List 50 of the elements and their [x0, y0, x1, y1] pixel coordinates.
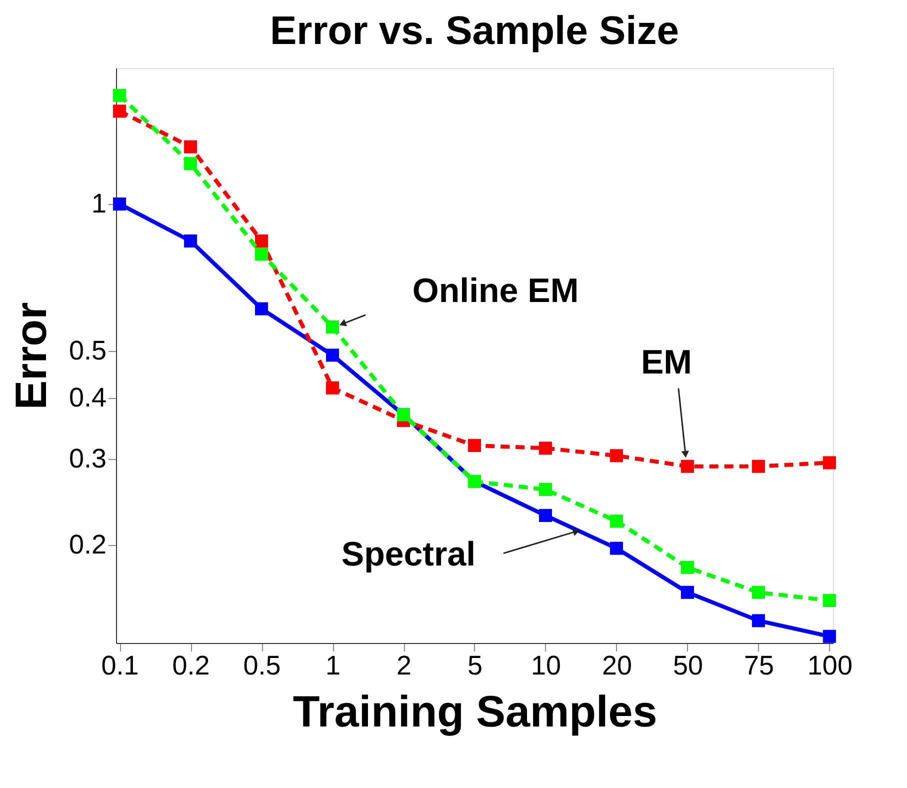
x-tick-label: 0.1 — [101, 650, 139, 680]
y-tick-label: 0.5 — [68, 335, 106, 366]
point — [113, 88, 126, 102]
text: EM — [640, 343, 692, 382]
point — [184, 157, 198, 170]
x-tick-label: 2 — [396, 650, 412, 680]
point — [752, 614, 765, 628]
point — [538, 442, 552, 455]
y-tick-label: 0.4 — [68, 382, 106, 413]
x-tick-label: 20 — [602, 650, 632, 680]
point — [538, 508, 552, 522]
text: Online EM — [412, 272, 579, 310]
x-tick-label: 10 — [530, 650, 562, 680]
series-label: Spectral — [341, 535, 476, 574]
x-axis-title: Training Samples — [292, 688, 658, 736]
chart-title: Error vs. Sample Size — [270, 9, 680, 53]
point — [184, 140, 198, 154]
point — [255, 247, 268, 260]
x-tick-label: 5 — [467, 650, 483, 680]
point — [680, 560, 694, 574]
point — [822, 456, 836, 470]
y-tick-label: 0.3 — [68, 444, 106, 474]
x-tick-label: 50 — [672, 650, 703, 680]
x-tick-label: 0.5 — [243, 650, 281, 680]
point — [822, 630, 836, 643]
point — [326, 381, 340, 394]
point — [680, 460, 694, 473]
point — [113, 104, 126, 118]
y-tick-label: 1 — [91, 188, 106, 219]
point — [610, 542, 623, 555]
point — [610, 449, 623, 462]
y-axis-title: Error — [6, 302, 56, 410]
point — [538, 482, 552, 496]
point — [113, 198, 126, 211]
point — [752, 460, 765, 473]
point — [468, 438, 482, 452]
point — [610, 514, 623, 528]
point — [680, 586, 694, 599]
x-tick-label: 0.2 — [172, 650, 210, 680]
x-tick-label: 1 — [326, 650, 341, 680]
point — [822, 594, 836, 607]
y-tick-label: 0.2 — [68, 530, 106, 560]
x-tick-label: 75 — [744, 650, 774, 680]
point — [326, 320, 340, 334]
point — [184, 234, 198, 248]
point — [255, 302, 268, 316]
point — [752, 586, 765, 599]
x-tick-label: 100 — [807, 650, 852, 680]
point — [326, 348, 340, 362]
point — [255, 234, 268, 248]
